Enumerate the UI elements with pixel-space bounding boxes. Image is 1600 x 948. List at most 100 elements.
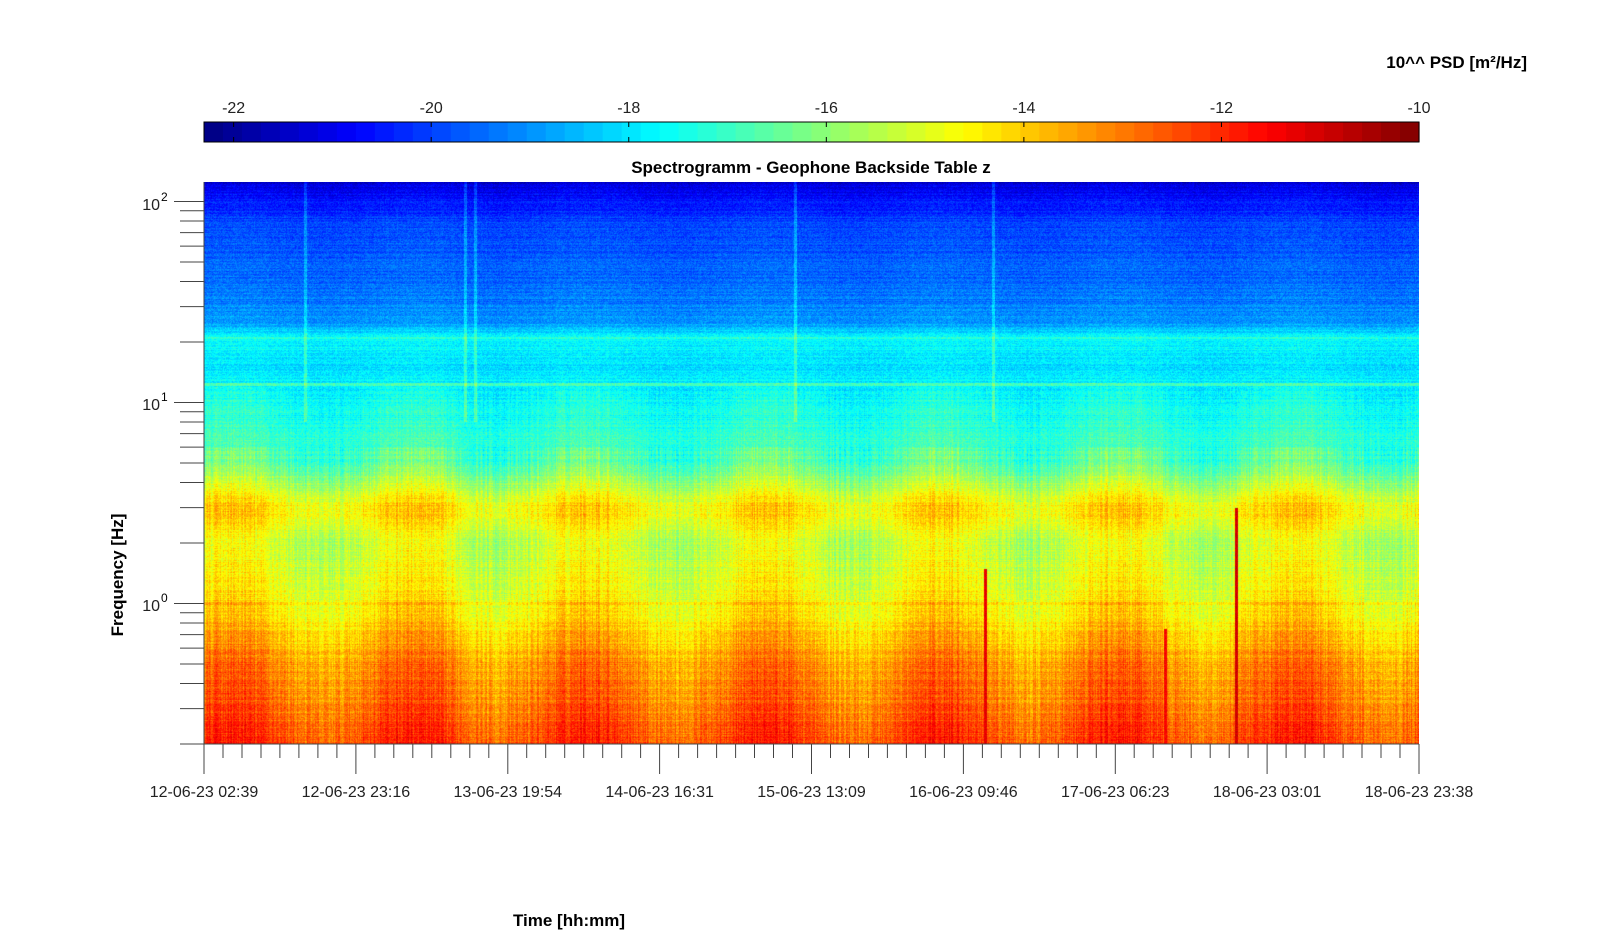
colorbar-cell bbox=[868, 122, 889, 142]
colorbar-cell bbox=[1020, 122, 1040, 142]
spectrogram-plot bbox=[204, 182, 1419, 744]
y-axis bbox=[174, 182, 205, 745]
x-tick-label: 16-06-23 09:46 bbox=[909, 784, 1018, 801]
colorbar-cell bbox=[260, 122, 281, 142]
colorbar-tick-label: -20 bbox=[420, 100, 443, 117]
colorbar-cell bbox=[545, 122, 566, 142]
colorbar-cell bbox=[241, 122, 262, 142]
colorbar-cell bbox=[1058, 122, 1078, 142]
chart-title: Spectrogramm - Geophone Backside Table z bbox=[631, 158, 991, 177]
colorbar-cell bbox=[1077, 122, 1097, 142]
colorbar-cell bbox=[1305, 122, 1325, 142]
colorbar-cell bbox=[222, 122, 243, 142]
colorbar-cell bbox=[1248, 122, 1268, 142]
colorbar-cell bbox=[678, 122, 699, 142]
colorbar-cell bbox=[602, 122, 623, 142]
colorbar-cell bbox=[564, 122, 585, 142]
x-axis bbox=[203, 743, 1420, 774]
y-axis-label: Frequency [Hz] bbox=[108, 514, 127, 637]
colorbar-cell bbox=[393, 122, 414, 142]
colorbar-cell bbox=[1343, 122, 1363, 142]
spectrogram-heatmap bbox=[204, 182, 1419, 744]
colorbar-cell bbox=[925, 122, 945, 142]
x-tick-label: 14-06-23 16:31 bbox=[605, 784, 714, 801]
colorbar-tick-labels: -22 -20 -18 -16 -14 -12 -10 bbox=[222, 100, 1431, 117]
colorbar-tick-label: -10 bbox=[1407, 100, 1430, 117]
x-tick-label: 13-06-23 19:54 bbox=[454, 784, 563, 801]
colorbar-cell bbox=[1286, 122, 1306, 142]
x-axis-label: Time [hh:mm] bbox=[513, 911, 625, 930]
colorbar-tick-label: -14 bbox=[1012, 100, 1035, 117]
y-tick-base: 10 bbox=[142, 397, 160, 414]
colorbar-cell bbox=[1381, 122, 1401, 142]
y-tick-exponent: 0 bbox=[161, 591, 168, 605]
colorbar-cell bbox=[735, 122, 756, 142]
y-tick-label-100: 10 2 bbox=[142, 190, 168, 214]
x-tick-label: 17-06-23 06:23 bbox=[1061, 784, 1170, 801]
colorbar-cell bbox=[944, 122, 964, 142]
colorbar-cell bbox=[1191, 122, 1211, 142]
colorbar-label: 10^^ PSD [m²/Hz] bbox=[1386, 53, 1527, 72]
colorbar-cell bbox=[1001, 122, 1021, 142]
colorbar-frame bbox=[203, 121, 1420, 143]
colorbar-cell bbox=[507, 122, 528, 142]
colorbar-cell bbox=[697, 122, 718, 142]
colorbar-cell bbox=[469, 122, 490, 142]
colorbar-cell bbox=[982, 122, 1002, 142]
x-tick-label: 18-06-23 03:01 bbox=[1213, 784, 1322, 801]
y-tick-label-10: 10 1 bbox=[142, 390, 168, 414]
colorbar-cell bbox=[1267, 122, 1287, 142]
x-tick-label: 15-06-23 13:09 bbox=[757, 784, 866, 801]
colorbar: 10^^ PSD [m²/Hz] -22 -20 -18 -16 -14 -12… bbox=[203, 53, 1527, 143]
colorbar-cell bbox=[488, 122, 509, 142]
y-tick-exponent: 2 bbox=[161, 190, 168, 204]
y-tick-exponent: 1 bbox=[161, 390, 168, 404]
colorbar-cell bbox=[204, 122, 224, 142]
y-tick-base: 10 bbox=[142, 197, 160, 214]
colorbar-ticks bbox=[233, 122, 1420, 142]
colorbar-cell bbox=[1324, 122, 1344, 142]
colorbar-cell bbox=[773, 122, 794, 142]
colorbar-cell bbox=[298, 122, 319, 142]
colorbar-cell bbox=[1172, 122, 1192, 142]
colorbar-cell bbox=[317, 122, 338, 142]
colorbar-gradient bbox=[204, 122, 1420, 142]
colorbar-cell bbox=[640, 122, 661, 142]
colorbar-cell bbox=[1362, 122, 1382, 142]
colorbar-cell bbox=[1400, 122, 1420, 142]
colorbar-cell bbox=[431, 122, 452, 142]
colorbar-cell bbox=[963, 122, 983, 142]
colorbar-tick-label: -18 bbox=[617, 100, 640, 117]
colorbar-cell bbox=[336, 122, 357, 142]
colorbar-cell bbox=[754, 122, 775, 142]
colorbar-cell bbox=[830, 122, 851, 142]
colorbar-cell bbox=[1153, 122, 1173, 142]
y-tick-label-1: 10 0 bbox=[142, 591, 168, 615]
colorbar-cell bbox=[621, 122, 642, 142]
x-tick-label: 12-06-23 02:39 bbox=[150, 784, 259, 801]
colorbar-tick-label: -22 bbox=[222, 100, 245, 117]
colorbar-cell bbox=[374, 122, 395, 142]
colorbar-cell bbox=[279, 122, 300, 142]
colorbar-cell bbox=[450, 122, 471, 142]
colorbar-cell bbox=[811, 122, 832, 142]
colorbar-cell bbox=[1096, 122, 1116, 142]
colorbar-cell bbox=[526, 122, 547, 142]
colorbar-cell bbox=[1210, 122, 1230, 142]
colorbar-cell bbox=[906, 122, 926, 142]
colorbar-cell bbox=[716, 122, 737, 142]
colorbar-cell bbox=[583, 122, 604, 142]
colorbar-tick-label: -16 bbox=[815, 100, 838, 117]
colorbar-cell bbox=[412, 122, 433, 142]
colorbar-cell bbox=[887, 122, 908, 142]
colorbar-cell bbox=[792, 122, 813, 142]
colorbar-cell bbox=[1229, 122, 1249, 142]
colorbar-cell bbox=[1134, 122, 1154, 142]
x-tick-label: 18-06-23 23:38 bbox=[1365, 784, 1474, 801]
colorbar-tick-label: -12 bbox=[1210, 100, 1233, 117]
x-tick-labels: 12-06-23 02:39 12-06-23 23:16 13-06-23 1… bbox=[150, 784, 1474, 801]
y-tick-base: 10 bbox=[142, 598, 160, 615]
colorbar-cell bbox=[355, 122, 376, 142]
colorbar-cell bbox=[659, 122, 680, 142]
